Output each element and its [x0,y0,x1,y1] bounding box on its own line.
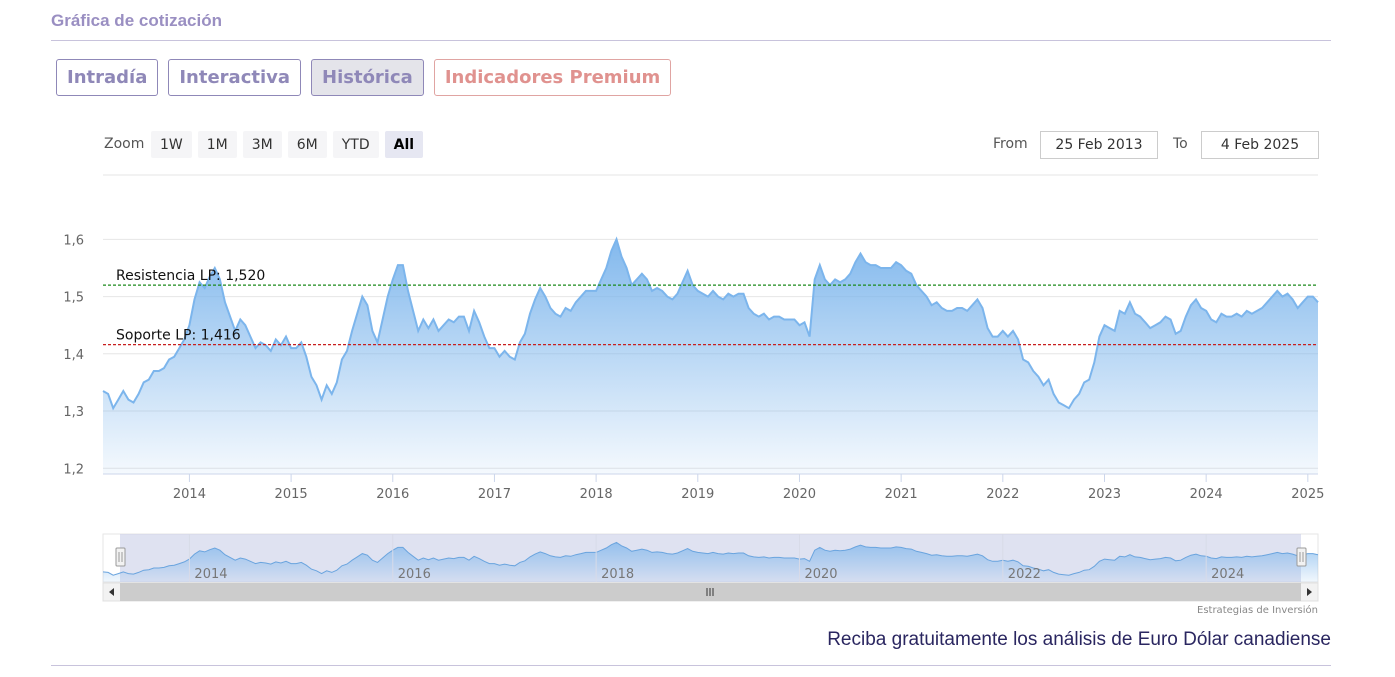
navigator-line [102,541,1319,576]
y-tick-label: 1,6 [63,233,84,248]
navigator-tick-label: 2020 [804,567,837,582]
price-line [102,236,1319,411]
navigator-right-handle[interactable] [1296,547,1307,567]
x-tick-label: 2018 [580,487,613,502]
x-tick-label: 2022 [986,487,1019,502]
y-tick-label: 1,2 [63,462,84,477]
bottom-divider [51,665,1331,666]
range-to-label: To [1173,136,1188,152]
zoom-6m-button[interactable]: 6M [287,131,327,158]
zoom-all-button[interactable]: All [384,131,424,158]
scroll-right-arrow-icon[interactable] [1307,588,1312,596]
zoom-1m-button[interactable]: 1M [197,131,237,158]
resistance-label: Resistencia LP: 1,520 [116,268,265,284]
newsletter-cta[interactable]: Reciba gratuitamente los análisis de Eur… [827,629,1331,650]
x-tick-label: 2024 [1190,487,1223,502]
x-tick-label: 2023 [1088,487,1121,502]
section-title: Gráfica de cotización [51,11,222,30]
range-from-label: From [993,136,1028,152]
range-from-input[interactable] [1040,131,1158,159]
x-tick-label: 2017 [478,487,511,502]
x-tick-label: 2016 [376,487,409,502]
support-label: Soporte LP: 1,416 [116,328,241,344]
range-to-input[interactable] [1201,131,1319,159]
navigator-tick-label: 2018 [601,567,634,582]
navigator-tick-label: 2022 [1008,567,1041,582]
title-divider [51,40,1331,41]
navigator-area [103,542,1318,582]
price-area [103,239,1318,474]
y-tick-label: 1,4 [63,348,84,363]
navigator-tick-label: 2024 [1211,567,1244,582]
chart-tabs: Intradía Interactiva Histórica Indicador… [56,59,672,96]
x-tick-label: 2020 [783,487,816,502]
x-tick-label: 2021 [885,487,918,502]
chart-credit: Estrategias de Inversión [1197,604,1318,616]
y-tick-label: 1,3 [63,405,84,420]
tab-indicadores-premium[interactable]: Indicadores Premium [433,59,672,96]
scroll-left-arrow-icon[interactable] [109,588,114,596]
zoom-3m-button[interactable]: 3M [242,131,282,158]
navigator-tick-label: 2016 [398,567,431,582]
zoom-1w-button[interactable]: 1W [151,131,192,158]
zoom-buttons: 1W 1M 3M 6M YTD All [151,131,424,158]
x-tick-label: 2025 [1291,487,1324,502]
navigator-left-handle[interactable] [115,547,126,567]
y-tick-label: 1,5 [63,291,84,306]
x-tick-label: 2014 [173,487,206,502]
zoom-label: Zoom [104,136,145,152]
x-tick-label: 2019 [681,487,714,502]
tab-intradia[interactable]: Intradía [56,59,159,96]
zoom-ytd-button[interactable]: YTD [332,131,379,158]
navigator-tick-label: 2014 [194,567,227,582]
tab-interactiva[interactable]: Interactiva [168,59,302,96]
x-tick-label: 2015 [275,487,308,502]
tab-historica[interactable]: Histórica [311,59,424,96]
